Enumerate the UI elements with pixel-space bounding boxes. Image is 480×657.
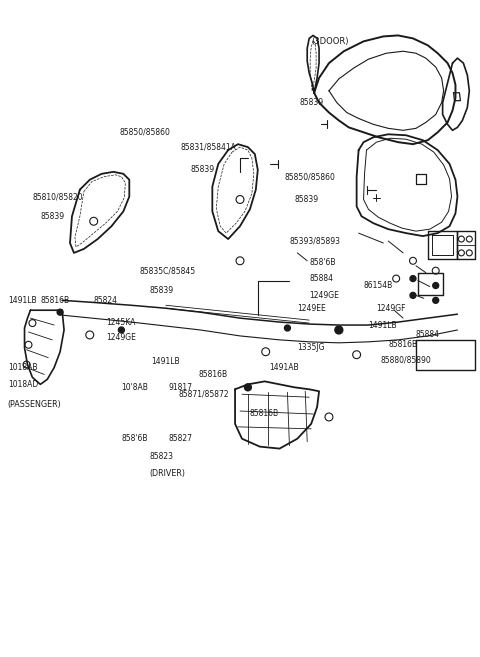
Circle shape [433, 298, 439, 304]
Text: 85871/85872: 85871/85872 [179, 390, 229, 399]
Circle shape [410, 276, 416, 282]
Circle shape [119, 327, 124, 333]
Text: 85810/85820: 85810/85820 [33, 192, 83, 201]
Text: 858'6B: 858'6B [121, 434, 148, 443]
Text: 85393/85893: 85393/85893 [289, 237, 340, 246]
Text: 1249GE: 1249GE [107, 333, 136, 342]
Text: 1335JG: 1335JG [297, 343, 325, 352]
Circle shape [433, 283, 439, 288]
Circle shape [285, 325, 290, 331]
Text: 1018AB: 1018AB [8, 363, 37, 372]
Text: 85823: 85823 [149, 452, 173, 461]
Text: 85831/85841A: 85831/85841A [180, 143, 237, 152]
Text: 1491LB: 1491LB [151, 357, 180, 366]
Text: (DRIVER): (DRIVER) [149, 469, 185, 478]
Text: 1491AB: 1491AB [270, 363, 299, 372]
Text: 85839: 85839 [149, 286, 173, 295]
Text: 858'6B: 858'6B [309, 258, 336, 267]
Text: 10'8AB: 10'8AB [121, 383, 148, 392]
Text: 85839: 85839 [191, 166, 215, 174]
Text: (PASSENGER): (PASSENGER) [8, 399, 61, 409]
Text: 1245KA: 1245KA [107, 317, 136, 327]
Text: 85884: 85884 [416, 330, 440, 340]
Text: (3DOOR): (3DOOR) [311, 37, 348, 46]
Text: 85839: 85839 [294, 195, 319, 204]
Text: 85816B: 85816B [40, 296, 70, 305]
Text: 85884: 85884 [309, 274, 333, 283]
Circle shape [335, 326, 343, 334]
Text: 85839: 85839 [300, 98, 324, 107]
Text: 85880/85890: 85880/85890 [380, 355, 431, 364]
Text: 85816B: 85816B [250, 409, 279, 419]
Text: 85839: 85839 [40, 212, 64, 221]
Text: 86154B: 86154B [363, 281, 393, 290]
Text: 85816B: 85816B [388, 340, 418, 350]
Text: 85816B: 85816B [199, 370, 228, 379]
Text: 85835C/85845: 85835C/85845 [139, 266, 195, 275]
Text: 85850/85860: 85850/85860 [120, 128, 170, 137]
Text: 85850/85860: 85850/85860 [285, 172, 336, 181]
Text: 91817: 91817 [169, 383, 193, 392]
Circle shape [57, 309, 63, 315]
Text: 1491LB: 1491LB [369, 321, 397, 330]
Text: 1018AD: 1018AD [8, 380, 38, 389]
Circle shape [244, 384, 252, 391]
Text: 1249GE: 1249GE [309, 291, 339, 300]
Text: 1249EE: 1249EE [297, 304, 326, 313]
Text: 1491LB: 1491LB [8, 296, 36, 305]
Text: 1249GF: 1249GF [376, 304, 406, 313]
Text: 85827: 85827 [169, 434, 193, 443]
Text: 85824: 85824 [94, 296, 118, 305]
Circle shape [410, 292, 416, 298]
